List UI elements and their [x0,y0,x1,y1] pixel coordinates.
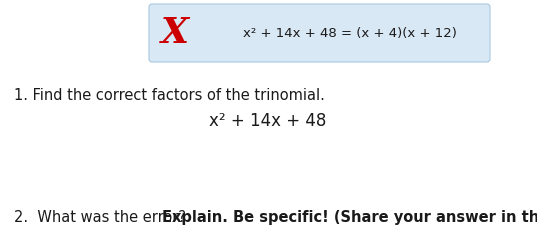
FancyBboxPatch shape [149,4,490,62]
Text: X: X [161,16,189,50]
Text: 1. Find the correct factors of the trinomial.: 1. Find the correct factors of the trino… [14,88,325,103]
Text: 2.  What was the error?: 2. What was the error? [14,210,191,225]
Text: x² + 14x + 48 = (x + 4)(x + 12): x² + 14x + 48 = (x + 4)(x + 12) [243,27,457,39]
Text: Explain. Be specific! (Share your answer in the chat): Explain. Be specific! (Share your answer… [162,210,537,225]
Text: x² + 14x + 48: x² + 14x + 48 [209,112,326,130]
